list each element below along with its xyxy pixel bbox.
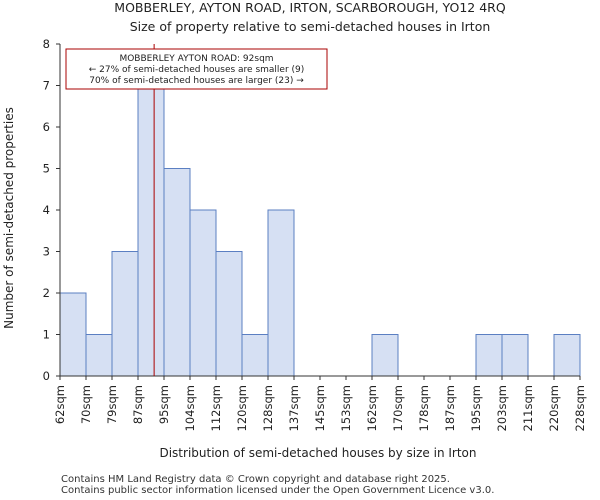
x-tick-label: 70sqm: [79, 385, 93, 424]
y-tick-label: 5: [43, 162, 50, 176]
x-tick-label: 211sqm: [521, 385, 535, 431]
y-tick-label: 0: [43, 369, 50, 383]
y-tick-label: 4: [43, 203, 50, 217]
y-tick-label: 2: [43, 286, 50, 300]
bar-128sqm: [267, 209, 295, 377]
x-tick-label: 128sqm: [261, 385, 275, 431]
bar-162sqm: [371, 334, 399, 377]
bar-195sqm: [475, 334, 503, 377]
bar-95sqm: [163, 168, 191, 377]
annotation-line-2: ← 27% of semi-detached houses are smalle…: [89, 65, 305, 75]
y-tick-label: 1: [43, 328, 50, 342]
x-tick-label: 220sqm: [547, 385, 561, 431]
y-tick-label: 7: [43, 79, 50, 93]
footer-line-2: Contains public sector information licen…: [61, 485, 494, 496]
x-tick-label: 112sqm: [209, 385, 223, 431]
bar-220sqm: [553, 334, 581, 377]
bar-203sqm: [501, 334, 529, 377]
x-tick-label: 195sqm: [469, 385, 483, 431]
y-tick-label: 8: [43, 37, 50, 51]
x-tick-label: 162sqm: [365, 385, 379, 431]
x-tick-label: 62sqm: [53, 385, 67, 424]
annotation-line-3: 70% of semi-detached houses are larger (…: [89, 76, 304, 86]
bar-120sqm: [241, 334, 269, 377]
x-tick-label: 87sqm: [131, 385, 145, 424]
x-tick-label: 178sqm: [417, 385, 431, 431]
x-tick-label: 153sqm: [339, 385, 353, 431]
bar-112sqm: [215, 251, 243, 377]
chart-title: MOBBERLEY, AYTON ROAD, IRTON, SCARBOROUG…: [114, 0, 506, 15]
bar-70sqm: [85, 334, 113, 377]
x-axis-label: Distribution of semi-detached houses by …: [159, 446, 476, 460]
y-tick-label: 3: [43, 245, 50, 259]
annotation-box: [65, 48, 328, 90]
chart-subtitle: Size of property relative to semi-detach…: [130, 19, 491, 34]
x-tick-label: 170sqm: [391, 385, 405, 431]
bar-104sqm: [189, 209, 217, 377]
x-tick-label: 95sqm: [157, 385, 171, 424]
footer-line-1: Contains HM Land Registry data © Crown c…: [61, 474, 450, 485]
y-axis-label: Number of semi-detached properties: [2, 107, 16, 329]
bar-87sqm: [137, 85, 165, 377]
x-tick-label: 187sqm: [443, 385, 457, 431]
annotation-line-1: MOBBERLEY AYTON ROAD: 92sqm: [119, 54, 273, 64]
x-tick-label: 137sqm: [287, 385, 301, 431]
y-tick-label: 6: [43, 120, 50, 134]
x-tick-label: 228sqm: [573, 385, 587, 431]
x-tick-label: 120sqm: [235, 385, 249, 431]
bar-62sqm: [59, 292, 87, 377]
x-tick-label: 79sqm: [105, 385, 119, 424]
bar-79sqm: [111, 251, 139, 377]
x-tick-label: 203sqm: [495, 385, 509, 431]
x-tick-label: 104sqm: [183, 385, 197, 431]
x-tick-label: 145sqm: [313, 385, 327, 431]
